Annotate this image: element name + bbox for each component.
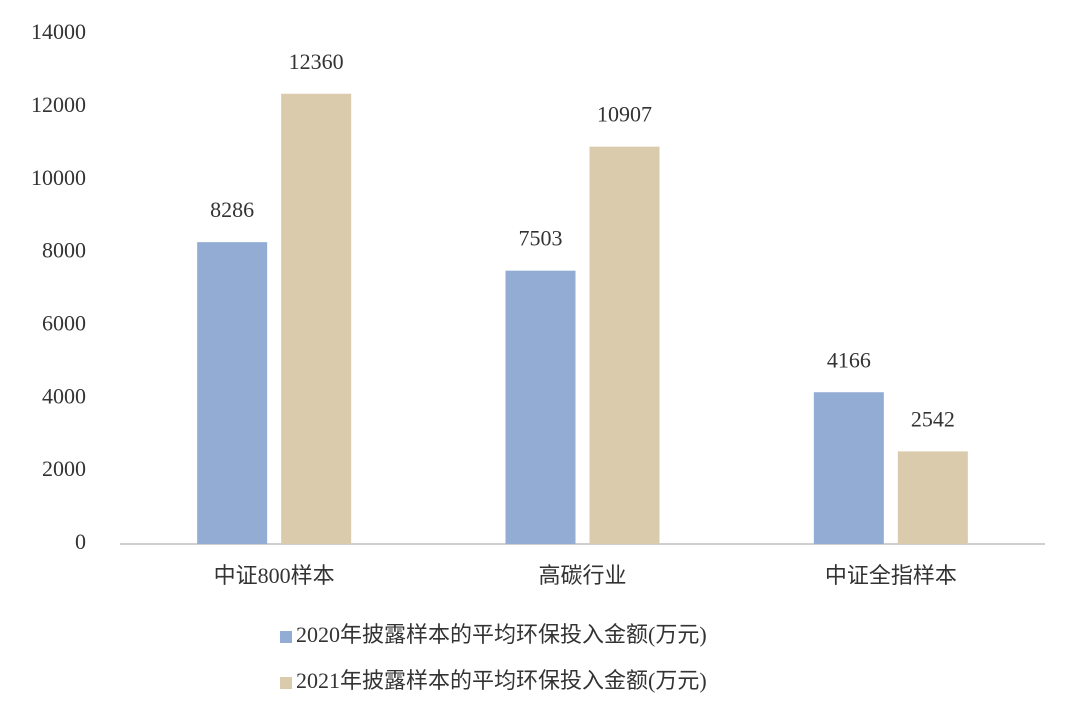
data-label: 2542 (911, 406, 955, 431)
legend-label: 2020年披露样本的平均环保投入金额(万元) (296, 622, 707, 647)
bar (281, 93, 352, 544)
data-label: 8286 (210, 197, 254, 222)
x-tick-label: 中证全指样本 (825, 563, 957, 588)
data-label: 4166 (827, 347, 871, 372)
bar (505, 270, 576, 544)
data-label: 10907 (597, 102, 652, 127)
legend-label: 2021年披露样本的平均环保投入金额(万元) (296, 668, 707, 693)
data-label: 12360 (289, 49, 344, 74)
x-tick-label: 中证800样本 (214, 563, 335, 588)
y-tick-label: 6000 (42, 310, 86, 335)
y-tick-label: 14000 (31, 19, 86, 44)
x-tick-label: 高碳行业 (538, 563, 626, 588)
y-tick-label: 0 (75, 529, 86, 554)
bar (197, 242, 268, 544)
legend-marker (280, 631, 292, 643)
data-label: 7503 (519, 226, 563, 251)
y-tick-label: 4000 (42, 383, 86, 408)
bar (813, 392, 884, 544)
bar (897, 451, 968, 544)
y-tick-label: 8000 (42, 238, 86, 263)
legend-marker (280, 677, 292, 689)
y-tick-label: 10000 (31, 165, 86, 190)
y-tick-label: 12000 (31, 92, 86, 117)
y-tick-label: 2000 (42, 456, 86, 481)
bar (589, 146, 660, 544)
